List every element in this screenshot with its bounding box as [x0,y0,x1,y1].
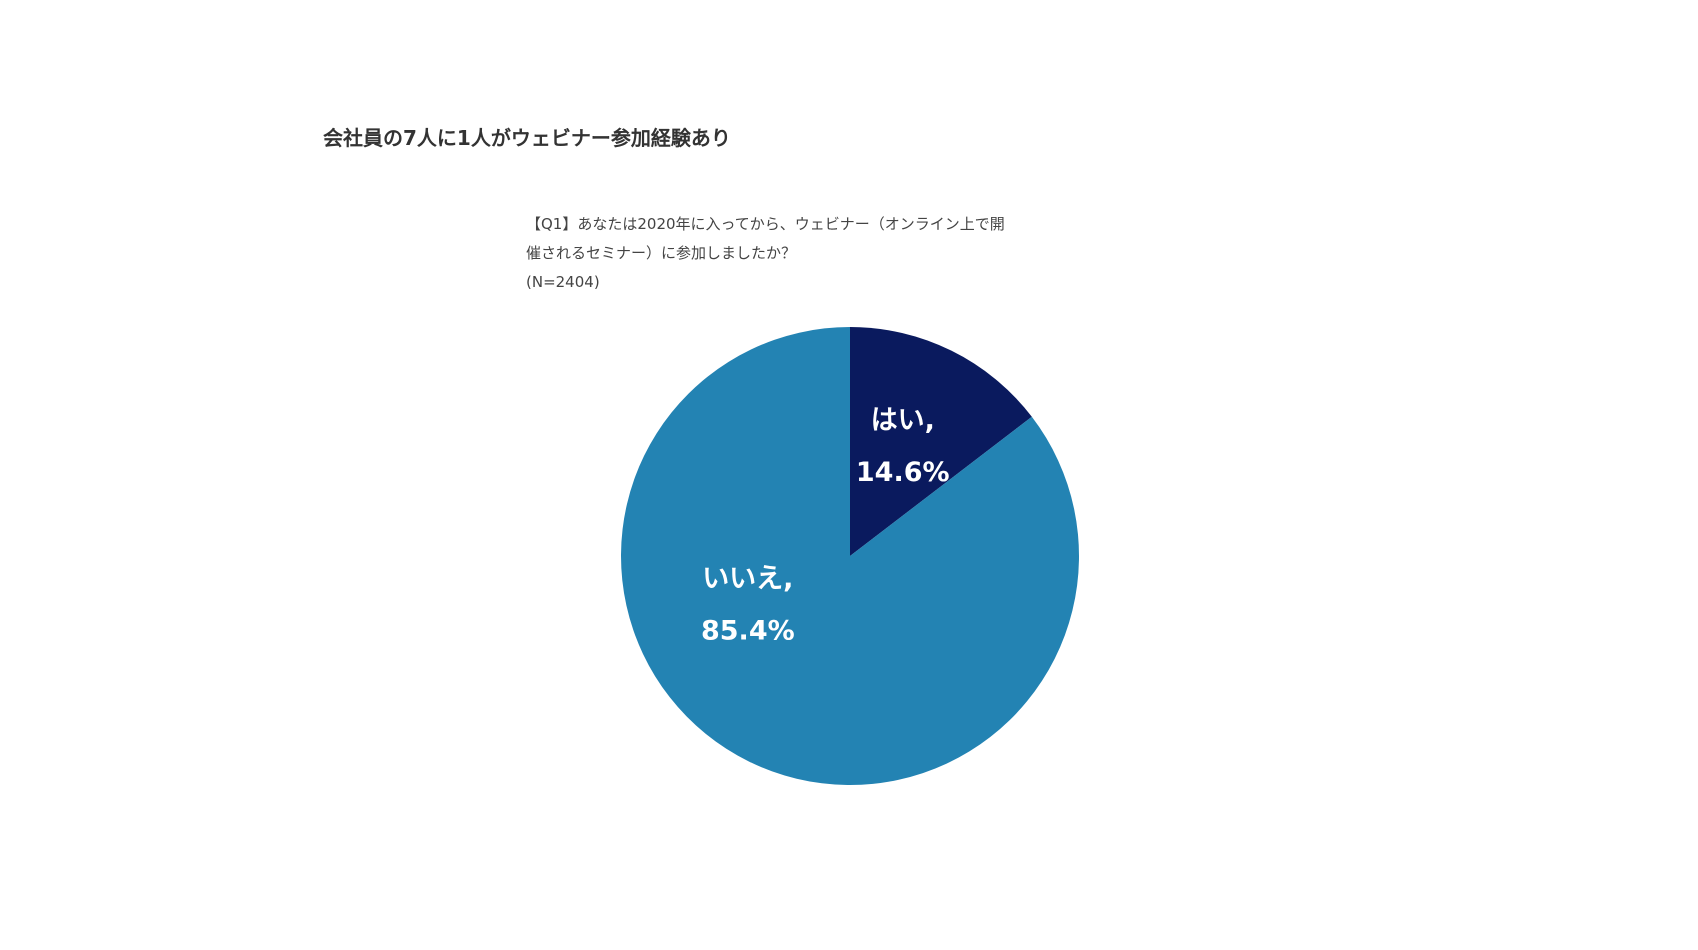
pie-slice-1 [850,327,1032,556]
slice-category-label-2: いいえ, [702,564,793,595]
pie-slice-2 [621,327,1079,785]
slice-value-label-2: 85.4% [701,616,795,647]
slice-category-label-1: はい, [871,405,935,436]
subtitle-line-1: 【Q1】あなたは2020年に入ってから、ウェビナー（オンライン上で開 [526,215,1005,233]
subtitle-line-2: 催されるセミナー）に参加しましたか？ [526,244,797,262]
subtitle-line-3: (N=2404) [526,273,600,291]
chart-title: 会社員の7人に1人がウェビナー参加経験あり [323,126,731,150]
slice-value-label-1: 14.6% [856,457,950,488]
chart-subtitle: 【Q1】あなたは2020年に入ってから、ウェビナー（オンライン上で開 催されるセ… [526,210,1086,297]
